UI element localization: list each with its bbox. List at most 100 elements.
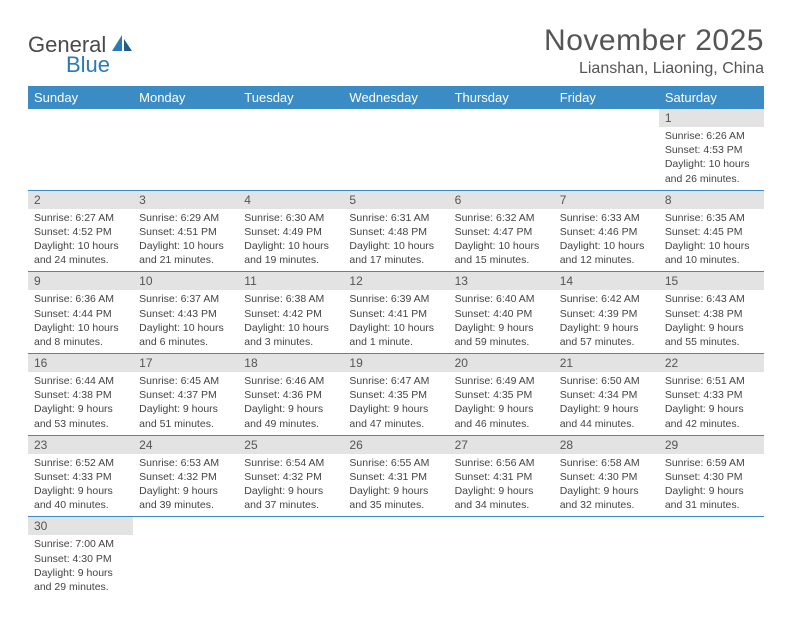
day-content: Sunrise: 6:52 AMSunset: 4:33 PMDaylight:…: [28, 454, 133, 517]
day-number: 15: [659, 272, 764, 290]
empty-cell: [554, 517, 659, 598]
day-cell-26: 26Sunrise: 6:55 AMSunset: 4:31 PMDayligh…: [343, 435, 448, 517]
day-number: 16: [28, 354, 133, 372]
day-number: 12: [343, 272, 448, 290]
day-number: 30: [28, 517, 133, 535]
day-cell-5: 5Sunrise: 6:31 AMSunset: 4:48 PMDaylight…: [343, 190, 448, 272]
day-cell-30: 30Sunrise: 7:00 AMSunset: 4:30 PMDayligh…: [28, 517, 133, 598]
day-cell-14: 14Sunrise: 6:42 AMSunset: 4:39 PMDayligh…: [554, 272, 659, 354]
day-cell-13: 13Sunrise: 6:40 AMSunset: 4:40 PMDayligh…: [449, 272, 554, 354]
day-content: Sunrise: 6:55 AMSunset: 4:31 PMDaylight:…: [343, 454, 448, 517]
empty-cell: [554, 109, 659, 190]
title-block: November 2025 Lianshan, Liaoning, China: [544, 24, 764, 78]
day-content: Sunrise: 6:49 AMSunset: 4:35 PMDaylight:…: [449, 372, 554, 435]
day-number: 25: [238, 436, 343, 454]
day-content: Sunrise: 6:33 AMSunset: 4:46 PMDaylight:…: [554, 209, 659, 272]
month-title: November 2025: [544, 24, 764, 58]
day-content: Sunrise: 6:47 AMSunset: 4:35 PMDaylight:…: [343, 372, 448, 435]
dayname-thursday: Thursday: [449, 86, 554, 109]
day-cell-6: 6Sunrise: 6:32 AMSunset: 4:47 PMDaylight…: [449, 190, 554, 272]
day-content: Sunrise: 6:46 AMSunset: 4:36 PMDaylight:…: [238, 372, 343, 435]
dayname-wednesday: Wednesday: [343, 86, 448, 109]
empty-cell: [343, 517, 448, 598]
day-content: Sunrise: 6:54 AMSunset: 4:32 PMDaylight:…: [238, 454, 343, 517]
day-cell-3: 3Sunrise: 6:29 AMSunset: 4:51 PMDaylight…: [133, 190, 238, 272]
day-cell-28: 28Sunrise: 6:58 AMSunset: 4:30 PMDayligh…: [554, 435, 659, 517]
day-number: 5: [343, 191, 448, 209]
day-content: Sunrise: 6:39 AMSunset: 4:41 PMDaylight:…: [343, 290, 448, 353]
day-number: 23: [28, 436, 133, 454]
day-content: Sunrise: 6:58 AMSunset: 4:30 PMDaylight:…: [554, 454, 659, 517]
day-cell-9: 9Sunrise: 6:36 AMSunset: 4:44 PMDaylight…: [28, 272, 133, 354]
day-number: 10: [133, 272, 238, 290]
day-cell-7: 7Sunrise: 6:33 AMSunset: 4:46 PMDaylight…: [554, 190, 659, 272]
calendar-body: 1Sunrise: 6:26 AMSunset: 4:53 PMDaylight…: [28, 109, 764, 598]
day-content: Sunrise: 6:35 AMSunset: 4:45 PMDaylight:…: [659, 209, 764, 272]
day-cell-16: 16Sunrise: 6:44 AMSunset: 4:38 PMDayligh…: [28, 354, 133, 436]
calendar-row: 2Sunrise: 6:27 AMSunset: 4:52 PMDaylight…: [28, 190, 764, 272]
day-cell-15: 15Sunrise: 6:43 AMSunset: 4:38 PMDayligh…: [659, 272, 764, 354]
day-content: Sunrise: 6:36 AMSunset: 4:44 PMDaylight:…: [28, 290, 133, 353]
day-cell-24: 24Sunrise: 6:53 AMSunset: 4:32 PMDayligh…: [133, 435, 238, 517]
day-number: 21: [554, 354, 659, 372]
dayname-row: SundayMondayTuesdayWednesdayThursdayFrid…: [28, 86, 764, 109]
dayname-saturday: Saturday: [659, 86, 764, 109]
day-number: 2: [28, 191, 133, 209]
day-content: Sunrise: 6:53 AMSunset: 4:32 PMDaylight:…: [133, 454, 238, 517]
day-number: 22: [659, 354, 764, 372]
day-number: 18: [238, 354, 343, 372]
day-content: Sunrise: 6:59 AMSunset: 4:30 PMDaylight:…: [659, 454, 764, 517]
day-cell-4: 4Sunrise: 6:30 AMSunset: 4:49 PMDaylight…: [238, 190, 343, 272]
day-cell-29: 29Sunrise: 6:59 AMSunset: 4:30 PMDayligh…: [659, 435, 764, 517]
day-cell-12: 12Sunrise: 6:39 AMSunset: 4:41 PMDayligh…: [343, 272, 448, 354]
empty-cell: [28, 109, 133, 190]
day-cell-27: 27Sunrise: 6:56 AMSunset: 4:31 PMDayligh…: [449, 435, 554, 517]
day-content: Sunrise: 6:50 AMSunset: 4:34 PMDaylight:…: [554, 372, 659, 435]
day-number: 11: [238, 272, 343, 290]
day-cell-21: 21Sunrise: 6:50 AMSunset: 4:34 PMDayligh…: [554, 354, 659, 436]
day-cell-8: 8Sunrise: 6:35 AMSunset: 4:45 PMDaylight…: [659, 190, 764, 272]
day-cell-20: 20Sunrise: 6:49 AMSunset: 4:35 PMDayligh…: [449, 354, 554, 436]
dayname-tuesday: Tuesday: [238, 86, 343, 109]
dayname-sunday: Sunday: [28, 86, 133, 109]
day-number: 26: [343, 436, 448, 454]
header: General November 2025 Lianshan, Liaoning…: [28, 24, 764, 78]
day-number: 27: [449, 436, 554, 454]
day-number: 19: [343, 354, 448, 372]
day-cell-18: 18Sunrise: 6:46 AMSunset: 4:36 PMDayligh…: [238, 354, 343, 436]
calendar-row: 1Sunrise: 6:26 AMSunset: 4:53 PMDaylight…: [28, 109, 764, 190]
day-number: 17: [133, 354, 238, 372]
day-number: 20: [449, 354, 554, 372]
empty-cell: [449, 517, 554, 598]
day-number: 13: [449, 272, 554, 290]
day-number: 9: [28, 272, 133, 290]
day-number: 7: [554, 191, 659, 209]
day-cell-1: 1Sunrise: 6:26 AMSunset: 4:53 PMDaylight…: [659, 109, 764, 190]
empty-cell: [343, 109, 448, 190]
day-number: 6: [449, 191, 554, 209]
day-cell-10: 10Sunrise: 6:37 AMSunset: 4:43 PMDayligh…: [133, 272, 238, 354]
day-content: Sunrise: 6:29 AMSunset: 4:51 PMDaylight:…: [133, 209, 238, 272]
day-cell-25: 25Sunrise: 6:54 AMSunset: 4:32 PMDayligh…: [238, 435, 343, 517]
day-content: Sunrise: 6:26 AMSunset: 4:53 PMDaylight:…: [659, 127, 764, 190]
calendar-row: 30Sunrise: 7:00 AMSunset: 4:30 PMDayligh…: [28, 517, 764, 598]
day-content: Sunrise: 6:51 AMSunset: 4:33 PMDaylight:…: [659, 372, 764, 435]
day-cell-22: 22Sunrise: 6:51 AMSunset: 4:33 PMDayligh…: [659, 354, 764, 436]
day-content: Sunrise: 7:00 AMSunset: 4:30 PMDaylight:…: [28, 535, 133, 598]
logo-text-blue: Blue: [66, 52, 110, 78]
day-number: 24: [133, 436, 238, 454]
day-content: Sunrise: 6:38 AMSunset: 4:42 PMDaylight:…: [238, 290, 343, 353]
day-number: 1: [659, 109, 764, 127]
calendar-row: 16Sunrise: 6:44 AMSunset: 4:38 PMDayligh…: [28, 354, 764, 436]
day-cell-19: 19Sunrise: 6:47 AMSunset: 4:35 PMDayligh…: [343, 354, 448, 436]
day-cell-23: 23Sunrise: 6:52 AMSunset: 4:33 PMDayligh…: [28, 435, 133, 517]
day-number: 8: [659, 191, 764, 209]
calendar-table: SundayMondayTuesdayWednesdayThursdayFrid…: [28, 86, 764, 598]
day-content: Sunrise: 6:42 AMSunset: 4:39 PMDaylight:…: [554, 290, 659, 353]
empty-cell: [133, 517, 238, 598]
day-cell-17: 17Sunrise: 6:45 AMSunset: 4:37 PMDayligh…: [133, 354, 238, 436]
day-content: Sunrise: 6:56 AMSunset: 4:31 PMDaylight:…: [449, 454, 554, 517]
day-cell-2: 2Sunrise: 6:27 AMSunset: 4:52 PMDaylight…: [28, 190, 133, 272]
location: Lianshan, Liaoning, China: [544, 60, 764, 78]
empty-cell: [449, 109, 554, 190]
